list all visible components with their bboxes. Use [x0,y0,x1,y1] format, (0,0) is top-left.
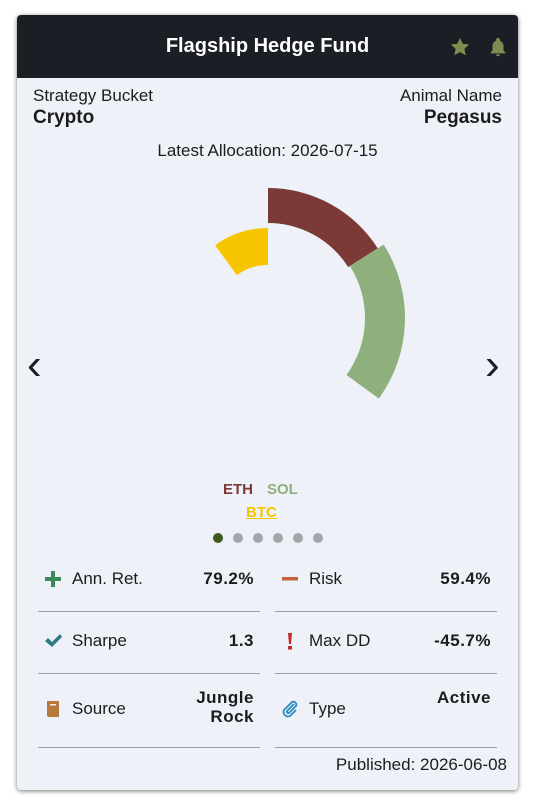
metric: Source Jungle Rock [38,673,260,748]
strategy-value: Crypto [33,107,95,128]
header-title: Flagship Hedge Fund [165,35,370,57]
metric-icon [282,577,298,581]
metric-label: Source [72,699,126,718]
metric-icon [288,633,292,650]
metric-value: 1.3 [228,631,254,650]
chart [215,188,405,399]
metric-value: 79.2% [203,569,254,588]
animal-label: Animal Name [399,86,502,105]
metric-label: Risk [309,569,343,588]
page-dot[interactable] [253,533,263,543]
metric: Risk 59.4% [275,549,497,612]
legend-item[interactable]: ETH [223,481,253,498]
strategy-label: Strategy Bucket [33,86,154,105]
radial-segment[interactable] [346,244,405,399]
prev-arrow[interactable]: ‹ [27,340,42,389]
metric-value: -45.7% [434,631,491,650]
radial-segment[interactable] [268,188,378,268]
radial-segment[interactable] [215,228,268,276]
page-dot[interactable] [233,533,243,543]
metric: Sharpe 1.3 [38,611,260,674]
metric-icon [47,701,59,717]
pagination [213,533,323,543]
metric: Type Active [275,673,497,748]
metric-icon [45,571,61,587]
bell-icon[interactable] [487,35,509,59]
fund-card: Flagship Hedge Fund Strategy Bucket Cryp… [17,15,518,790]
metric-label: Max DD [309,631,371,650]
allocation-date: Latest Allocation: 2026-07-15 [157,141,378,160]
published-date: Published: 2026-06-08 [335,755,507,774]
metric-value: 59.4% [440,569,491,588]
metric-label: Sharpe [72,631,127,650]
page-dot[interactable] [293,533,303,543]
star-icon[interactable] [449,36,471,58]
metric-label: Type [309,699,346,718]
metric-icon [282,700,298,718]
metric-label: Ann. Ret. [72,569,143,588]
metric-icon [45,634,62,647]
metric: Max DD -45.7% [275,611,497,674]
metric-value: Active [436,688,491,707]
header: Flagship Hedge Fund [17,15,518,78]
page-dot[interactable] [313,533,323,543]
metric: Ann. Ret. 79.2% [38,549,260,612]
animal-value: Pegasus [423,107,502,128]
page-dot[interactable] [273,533,283,543]
legend-item[interactable]: BTC [246,504,277,521]
legend-item[interactable]: SOL [267,481,298,498]
metric-value: Jungle Rock [196,688,254,726]
next-arrow[interactable]: › [485,340,500,389]
page-dot[interactable] [213,533,223,543]
